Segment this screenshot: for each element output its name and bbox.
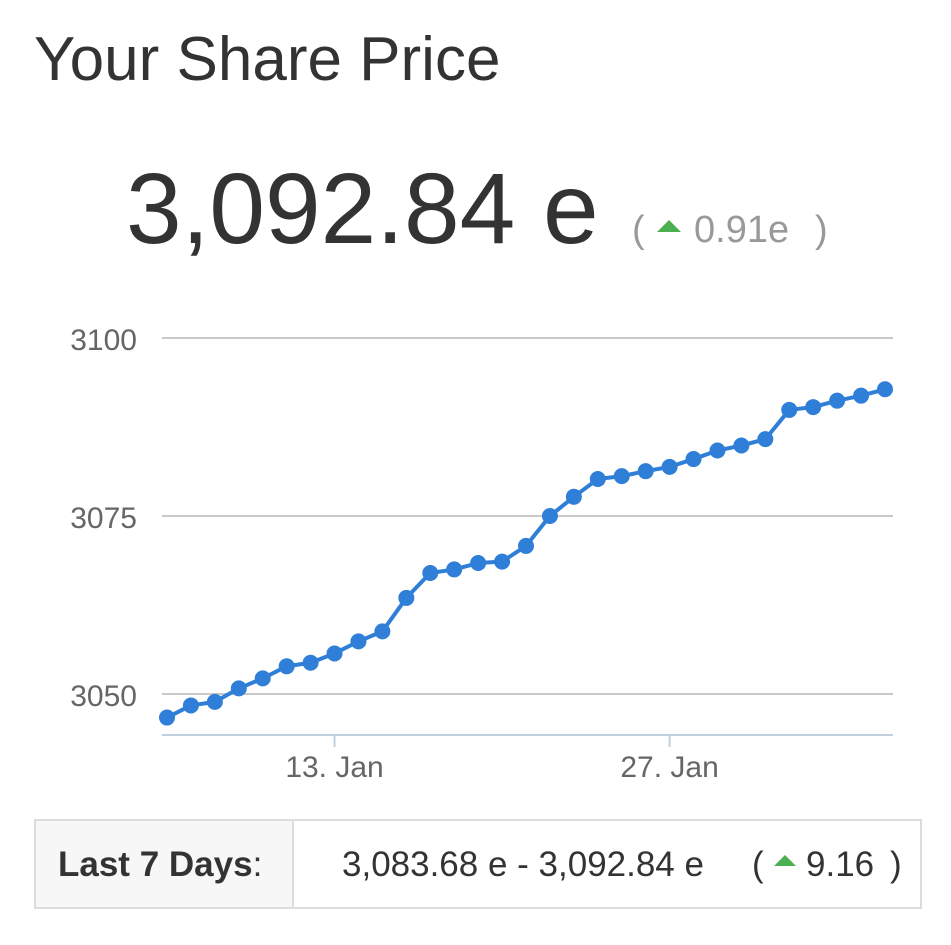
data-point (685, 451, 702, 468)
price-change: 0.91e (694, 209, 789, 251)
data-point (829, 392, 846, 409)
data-point (494, 553, 511, 570)
data-point (589, 470, 606, 487)
data-point (613, 468, 630, 485)
data-point (182, 697, 199, 714)
data-point (159, 709, 175, 726)
data-point (278, 658, 295, 675)
data-point (446, 561, 463, 578)
data-point (326, 645, 343, 662)
data-point (302, 654, 319, 671)
summary-change: 9.16 (806, 845, 874, 884)
paren: ( (752, 845, 764, 884)
data-point (350, 633, 367, 650)
data-point (230, 680, 247, 697)
up-icon (657, 220, 681, 232)
summary-range: 3,083.68 e - 3,092.84 e (342, 845, 704, 884)
data-point (781, 401, 798, 418)
data-point (254, 670, 271, 687)
data-point (637, 463, 654, 480)
data-point (805, 399, 822, 416)
data-point (374, 623, 391, 640)
data-point (709, 442, 726, 459)
y-tick-label: 3100 (70, 324, 137, 357)
data-point (398, 589, 415, 606)
label: Last 7 Days (58, 845, 253, 884)
data-point (565, 488, 582, 505)
colon: : (253, 845, 263, 884)
title: Your Share Price (34, 25, 500, 94)
paren: ) (815, 209, 828, 251)
summary-value-cell (294, 821, 920, 907)
data-point (206, 693, 223, 710)
chart: 3050 3075 3100 13. Jan 27. Jan (70, 324, 893, 784)
up-icon (774, 855, 796, 866)
y-tick-label: 3050 (70, 680, 137, 713)
y-tick-label: 3075 (70, 502, 137, 535)
data-point (661, 458, 678, 475)
data-point (470, 555, 487, 572)
data-point (422, 564, 439, 581)
paren: ( (632, 209, 645, 251)
data-point (853, 387, 870, 404)
summary-label: Last 7 Days: (58, 845, 262, 884)
x-tick-label: 27. Jan (620, 751, 718, 784)
data-point (541, 508, 558, 525)
x-tick-label: 13. Jan (285, 751, 383, 784)
data-point (518, 537, 534, 554)
data-point (733, 437, 750, 454)
data-point (877, 381, 893, 398)
price: 3,092.84 e (126, 153, 599, 265)
paren: ) (890, 845, 902, 884)
data-point (757, 431, 774, 448)
